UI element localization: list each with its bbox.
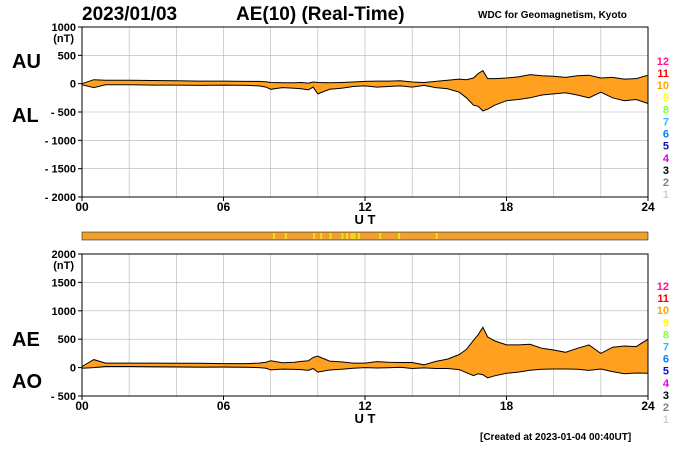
station-count-label: 1 [663,189,669,201]
panel-label-ae: AE [12,329,40,351]
y-unit-label: (nT) [53,33,74,45]
y-tick-label: 0 [70,363,76,375]
station-coverage-bar [81,231,649,241]
x-tick-label: 12 [358,200,372,214]
station-count-label: 7 [663,117,669,129]
coverage-bar-background [81,231,649,241]
coverage-highlight-mark [346,233,349,239]
station-count-label: 9 [663,92,669,104]
coverage-highlight-mark [341,233,344,239]
station-count-label: 8 [663,104,669,116]
x-tick-label: 24 [641,200,655,214]
series-line-ao [81,366,649,379]
band-area-fill [82,327,648,378]
y-tick-label: 1000 [52,22,76,34]
station-count-label: 2 [663,177,669,189]
x-tick-label: 06 [217,200,231,214]
station-count-label: 5 [663,366,669,378]
panel-label-ao: AO [12,371,42,393]
x-tick-label: 12 [358,399,372,413]
coverage-highlight-mark [273,233,276,239]
y-tick-label: 1000 [52,306,76,318]
station-count-label: 9 [663,317,669,329]
x-tick-label: 24 [641,399,655,413]
station-count-label: 10 [657,80,669,92]
station-count-label: 11 [657,68,669,80]
y-tick-label: - 500 [51,107,76,119]
station-count-label: 3 [663,390,669,402]
station-count-label: 4 [663,378,670,390]
x-tick-label: 06 [217,399,231,413]
date-heading: 2023/01/03 [82,4,178,25]
y-tick-label: 1500 [52,277,76,289]
station-count-label: 12 [657,56,669,68]
x-tick-label: 18 [500,200,514,214]
station-count-label: 10 [657,305,669,317]
x-tick-label: 00 [75,200,89,214]
chart-title: AE(10) (Real-Time) [236,4,405,25]
station-count-label: 3 [663,165,669,177]
panel-label-al: AL [12,105,39,127]
x-tick-label: 18 [500,399,514,413]
coverage-highlight-mark [357,233,360,239]
station-count-label: 11 [657,293,669,305]
coverage-highlight-mark [350,233,353,239]
band-area-fill [82,70,648,111]
y-tick-label: - 2000 [45,192,76,204]
y-tick-label: - 1500 [45,164,76,176]
y-tick-label: 0 [70,79,76,91]
station-count-label: 4 [663,153,670,165]
created-timestamp: [Created at 2023-01-04 00:40UT] [480,432,632,443]
coverage-highlight-mark [284,233,287,239]
source-label: WDC for Geomagnetism, Kyoto [478,10,627,21]
y-tick-label: - 500 [51,391,76,403]
panel-label-au: AU [12,51,41,73]
series-line-au [81,69,649,85]
y-tick-label: 500 [58,50,76,62]
au-al-chart-panel: 1000 500 0 - 500 - 1000 - 1500 - 2000 (nT) 00 06 1… [12,22,655,227]
y-tick-label: 2000 [52,249,76,261]
coverage-highlight-mark [353,233,356,239]
x-tick-label: 00 [75,399,89,413]
coverage-highlight-mark [313,233,316,239]
series-line-al [81,84,649,112]
ae-ao-chart-panel: 2000 1500 1000 500 0 - 500 (nT) 00 06 12 18 24 U T AE… [12,249,655,426]
station-count-label: 1 [663,414,669,426]
station-count-label: 7 [663,342,669,354]
x-axis-label: U T [355,212,376,227]
y-unit-label: (nT) [53,260,74,272]
coverage-highlight-mark [435,233,438,239]
station-count-label: 12 [657,281,669,293]
y-tick-label: 500 [58,334,76,346]
coverage-highlight-mark [398,233,401,239]
station-count-label: 8 [663,329,669,341]
station-count-label: 6 [663,354,669,366]
coverage-highlight-mark [329,233,332,239]
series-line-ae [81,326,649,367]
station-count-label: 2 [663,402,669,414]
y-tick-label: - 1000 [45,135,76,147]
x-axis-label: U T [355,411,376,426]
coverage-highlight-mark [379,233,382,239]
station-count-label: 6 [663,129,669,141]
coverage-highlight-mark [320,233,323,239]
station-count-label: 5 [663,141,669,153]
